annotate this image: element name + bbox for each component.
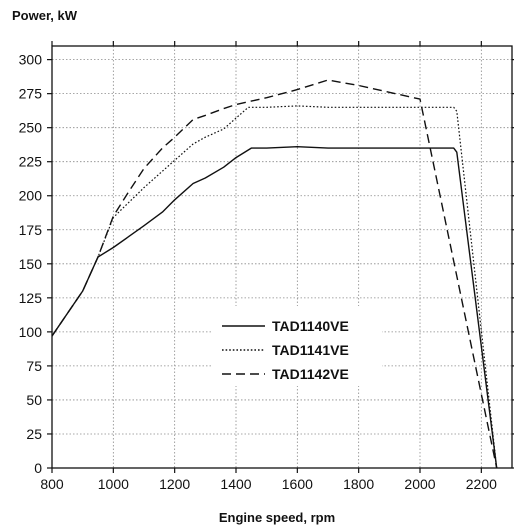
x-axis-title: Engine speed, rpm	[218, 510, 336, 525]
x-tick-label: 1800	[343, 476, 374, 492]
y-tick-label: 300	[19, 52, 43, 68]
x-tick-label: 1400	[220, 476, 251, 492]
y-tick-label: 250	[19, 120, 43, 136]
y-tick-label: 0	[34, 460, 42, 476]
legend-label: TAD1141VE	[272, 342, 349, 358]
x-tick-label: 2000	[404, 476, 435, 492]
legend-label: TAD1140VE	[272, 318, 349, 334]
y-tick-label: 50	[26, 392, 42, 408]
x-tick-label: 800	[40, 476, 64, 492]
legend-label: TAD1142VE	[272, 366, 349, 382]
series-line-tad1140ve	[51, 145, 498, 469]
series-line-tad1141ve	[51, 105, 498, 469]
x-tick-label: 1000	[98, 476, 129, 492]
y-tick-label: 225	[19, 154, 43, 170]
legend-box	[212, 306, 382, 386]
y-tick-label: 100	[19, 324, 43, 340]
y-tick-label: 125	[19, 290, 43, 306]
y-tick-label: 275	[19, 86, 43, 102]
plot-frame	[51, 45, 513, 469]
y-tick-label: 150	[19, 256, 43, 272]
series-line-tad1142ve	[51, 79, 498, 469]
x-tick-label: 1600	[282, 476, 313, 492]
y-tick-label: 25	[26, 426, 42, 442]
x-tick-label: 2200	[466, 476, 497, 492]
y-axis-title: Power, kW	[12, 8, 78, 23]
y-tick-label: 200	[19, 188, 43, 204]
x-tick-label: 1200	[159, 476, 190, 492]
y-tick-label: 175	[19, 222, 43, 238]
y-tick-label: 75	[26, 358, 42, 374]
